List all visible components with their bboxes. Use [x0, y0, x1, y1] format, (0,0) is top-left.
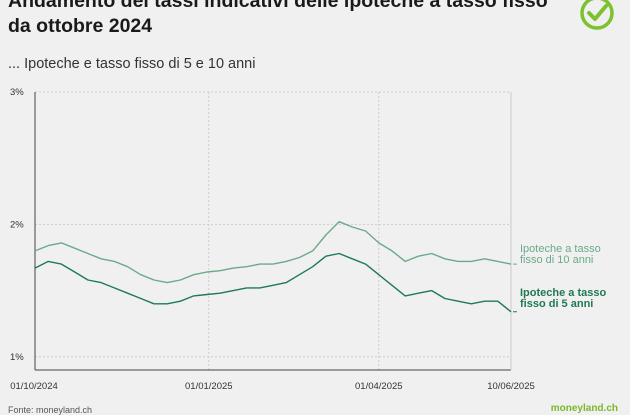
series-line [35, 222, 511, 283]
y-tick-label: 1% [10, 352, 24, 363]
y-tick-label: 2% [10, 219, 24, 230]
x-tick-label: 01/01/2025 [185, 381, 233, 392]
x-tick-label: 01/04/2025 [355, 381, 403, 392]
x-tick-label: 10/06/2025 [487, 381, 535, 392]
y-tick-label: 3% [10, 87, 24, 98]
source-note: Fonte: moneyland.ch [8, 405, 92, 415]
brand-label: moneyland.ch [551, 403, 618, 414]
series-line [35, 254, 511, 312]
x-tick-label: 01/10/2024 [10, 381, 58, 392]
